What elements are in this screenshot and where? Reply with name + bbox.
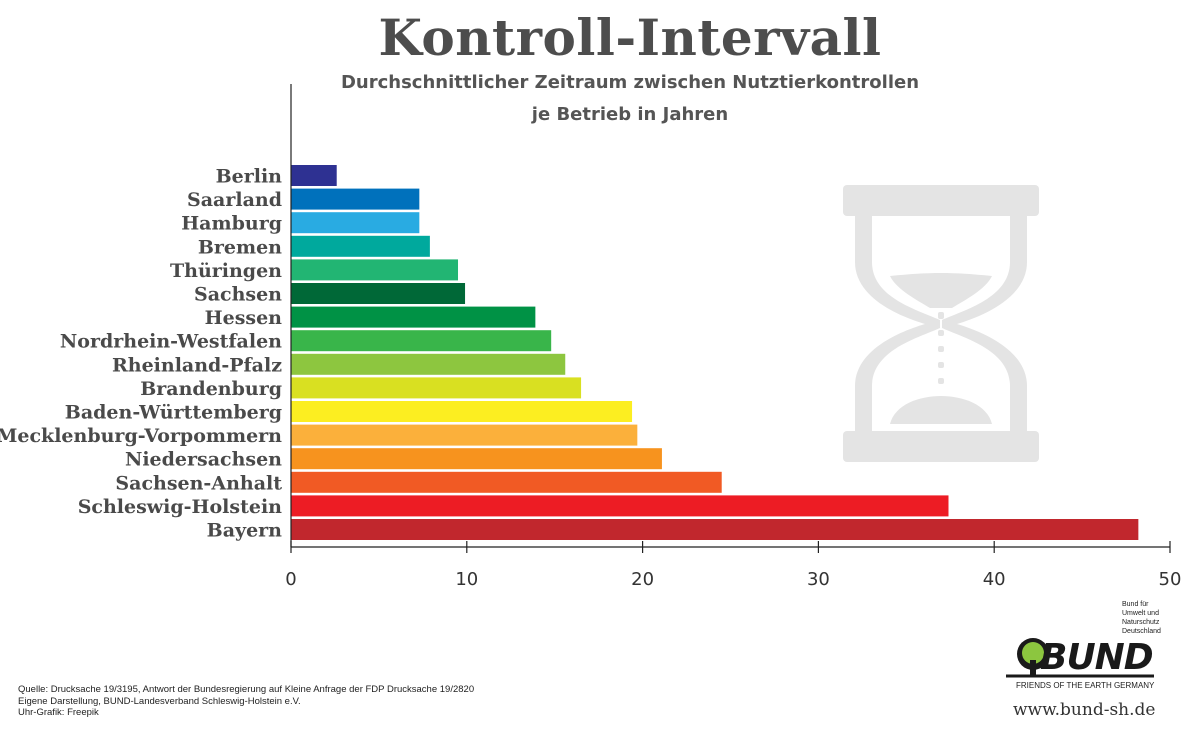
bar-9 xyxy=(291,377,582,399)
bar-7 xyxy=(291,330,552,352)
bund-logo-mark xyxy=(1006,638,1154,678)
bund-small-text: Bund für Umwelt und Naturschutz Deutschl… xyxy=(1122,600,1182,636)
category-label: Brandenburg xyxy=(140,378,282,400)
source-note: Quelle: Drucksache 19/3195, Antwort der … xyxy=(18,684,474,719)
x-tick-label: 20 xyxy=(631,569,654,590)
x-tick-label: 50 xyxy=(1159,569,1182,590)
category-label: Hessen xyxy=(205,307,283,329)
bar-12 xyxy=(291,448,662,470)
category-label: Nordrhein-Westfalen xyxy=(60,331,282,353)
bar-1 xyxy=(291,188,420,210)
bar-5 xyxy=(291,283,466,304)
bar-0 xyxy=(291,165,337,186)
bund-small-line-4: Deutschland xyxy=(1122,628,1161,635)
chart-title: Kontroll-Intervall xyxy=(378,8,882,67)
source-line-3: Uhr-Grafik: Freepik xyxy=(18,707,99,718)
category-label: Sachsen-Anhalt xyxy=(115,472,282,494)
category-label: Baden-Württemberg xyxy=(65,402,282,424)
category-label: Rheinland-Pfalz xyxy=(112,354,282,376)
x-tick-label: 0 xyxy=(285,569,296,590)
category-label: Mecklenburg-Vorpommern xyxy=(0,425,282,447)
category-label: Thüringen xyxy=(170,260,282,282)
x-tick-label: 30 xyxy=(807,569,830,590)
bar-14 xyxy=(291,495,949,517)
bar-11 xyxy=(291,424,638,446)
bar-10 xyxy=(291,401,633,422)
bar-4 xyxy=(291,259,459,281)
bund-wordmark: BUND xyxy=(1040,637,1154,678)
hourglass-icon xyxy=(843,185,1039,462)
bar-2 xyxy=(291,212,420,234)
bar-13 xyxy=(291,471,722,493)
bar-3 xyxy=(291,235,430,257)
bund-small-line-1: Bund für xyxy=(1122,601,1149,608)
category-label: Hamburg xyxy=(181,213,282,235)
chart-subtitle-line2: je Betrieb in Jahren xyxy=(531,104,729,125)
bar-8 xyxy=(291,353,566,375)
chart-subtitle-line1: Durchschnittlicher Zeitraum zwischen Nut… xyxy=(340,72,920,93)
category-label: Sachsen xyxy=(194,284,282,306)
source-line-1: Quelle: Drucksache 19/3195, Antwort der … xyxy=(18,684,475,695)
category-label: Berlin xyxy=(216,166,283,188)
bar-15 xyxy=(291,519,1139,540)
category-label: Bremen xyxy=(198,236,282,258)
x-tick-label: 10 xyxy=(455,569,478,590)
category-label: Niedersachsen xyxy=(125,449,282,471)
bund-small-line-2: Umwelt und xyxy=(1122,610,1159,617)
bund-tagline: FRIENDS OF THE EARTH GERMANY xyxy=(1016,681,1155,690)
category-label: Bayern xyxy=(207,520,283,542)
x-tick-label: 40 xyxy=(983,569,1006,590)
bund-logo: BUND FRIENDS OF THE EARTH GERMANY xyxy=(1006,636,1156,694)
website-url: www.bund-sh.de xyxy=(1013,700,1156,720)
source-line-2: Eigene Darstellung, BUND-Landesverband S… xyxy=(18,695,301,707)
bar-6 xyxy=(291,306,536,328)
category-label: Schleswig-Holstein xyxy=(78,496,282,518)
bund-small-line-3: Naturschutz xyxy=(1122,619,1160,626)
category-label: Saarland xyxy=(187,189,282,211)
